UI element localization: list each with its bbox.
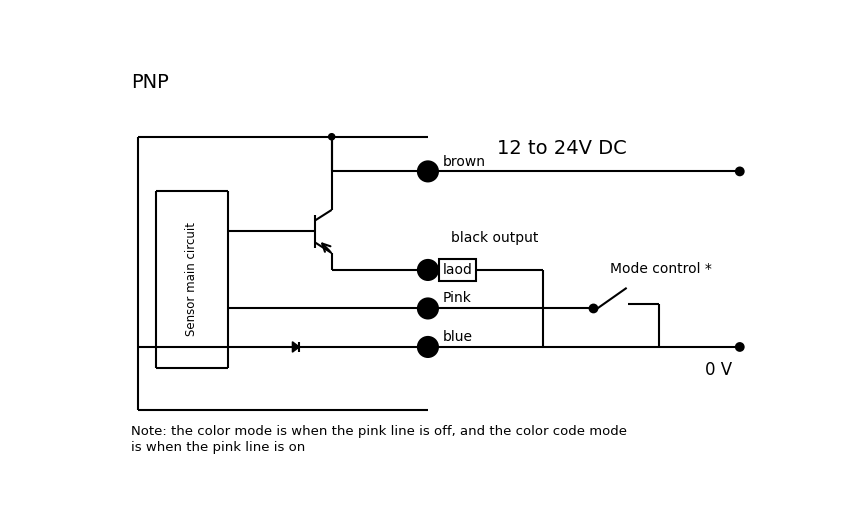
Circle shape <box>590 305 598 312</box>
Text: 0 V: 0 V <box>706 361 732 379</box>
Polygon shape <box>292 342 299 352</box>
Text: blue: blue <box>443 330 473 344</box>
Circle shape <box>736 343 744 351</box>
Text: Pink: Pink <box>443 292 472 305</box>
Circle shape <box>418 337 438 357</box>
Text: 3: 3 <box>423 340 433 354</box>
Text: 4: 4 <box>423 263 433 277</box>
Text: 12 to 24V DC: 12 to 24V DC <box>497 138 627 157</box>
Circle shape <box>736 167 744 175</box>
Text: brown: brown <box>443 155 485 169</box>
Text: 2: 2 <box>423 302 433 315</box>
Circle shape <box>418 298 438 319</box>
Text: 1: 1 <box>423 164 433 179</box>
Text: PNP: PNP <box>132 73 169 92</box>
Circle shape <box>329 134 335 140</box>
Text: Mode control *: Mode control * <box>610 262 712 276</box>
Circle shape <box>418 162 438 181</box>
Bar <box>439 259 477 281</box>
Text: Note: the color mode is when the pink line is off, and the color code mode
is wh: Note: the color mode is when the pink li… <box>132 426 627 454</box>
Circle shape <box>418 260 438 280</box>
Text: laod: laod <box>443 263 473 277</box>
Text: Sensor main circuit: Sensor main circuit <box>185 222 198 336</box>
Text: black output: black output <box>451 231 538 245</box>
